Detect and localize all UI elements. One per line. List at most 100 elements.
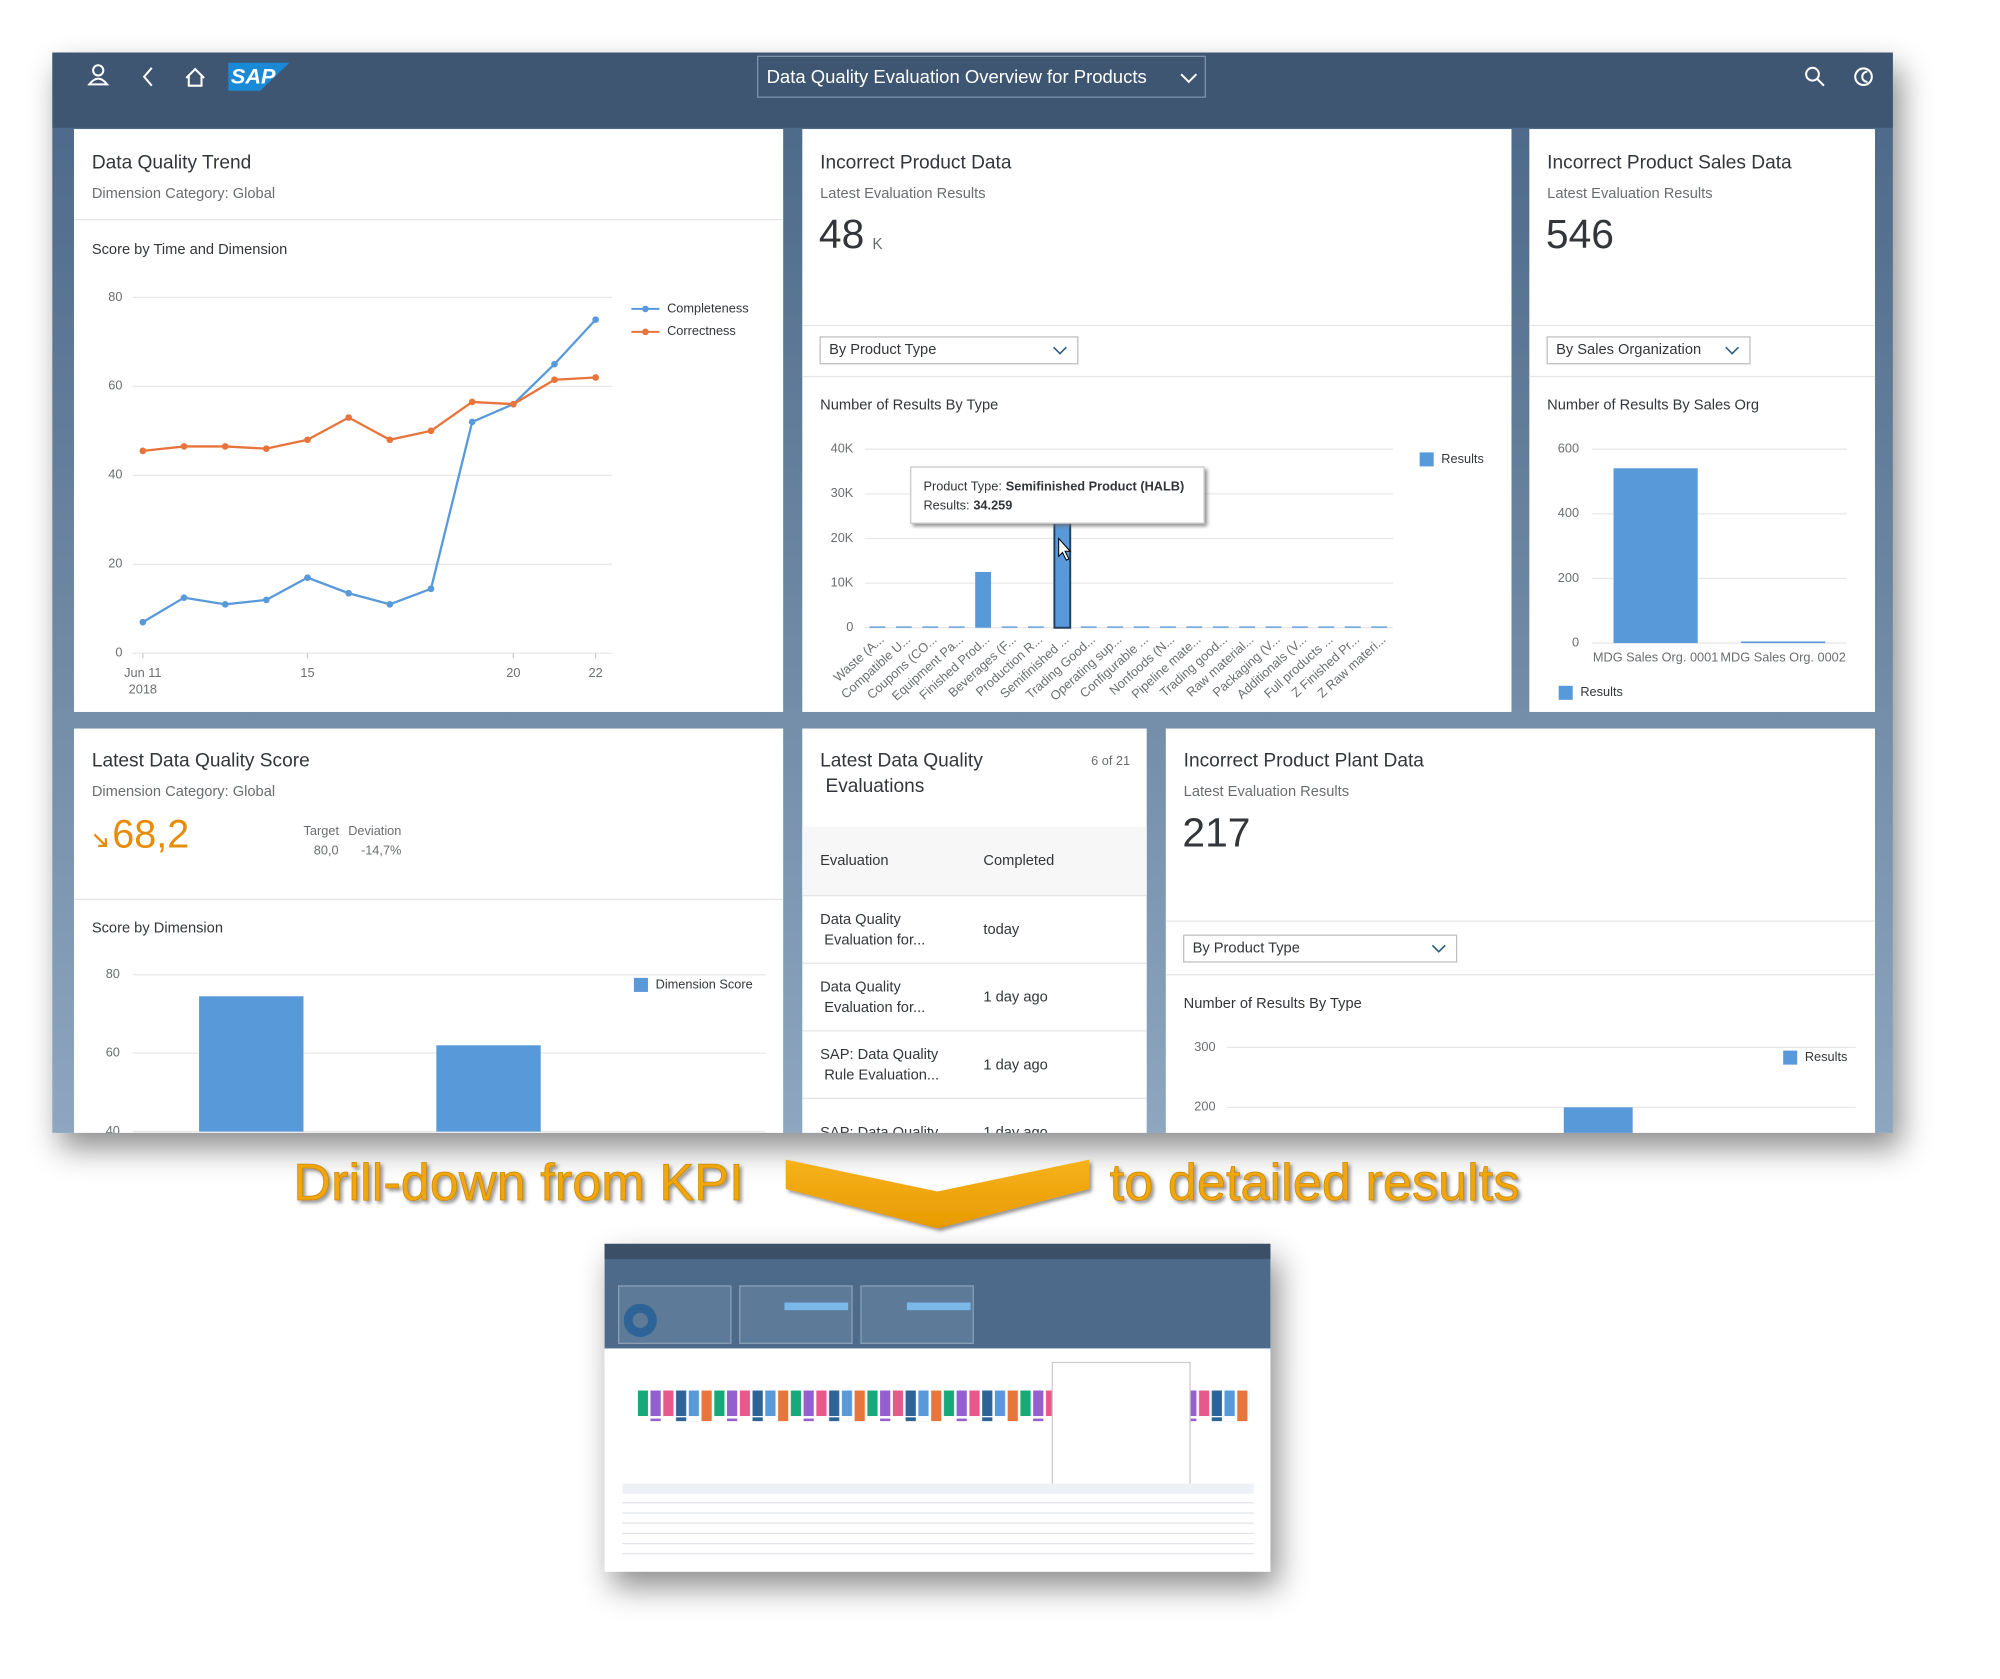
y-tick-label: 20 xyxy=(108,556,122,571)
point xyxy=(427,585,435,593)
table-body: Data Quality Evaluation for... today Data … xyxy=(802,894,1147,1141)
chart-title: Number of Results By Type xyxy=(1184,996,1362,1012)
chart-title: Number of Results By Sales Org xyxy=(1547,398,1759,414)
legend-swatch xyxy=(633,977,648,992)
table-cell: today xyxy=(983,922,1020,938)
chart-title: Score by Time and Dimension xyxy=(92,242,288,258)
y-tick-label: 40 xyxy=(108,467,122,482)
card-title: Incorrect Product Sales Data xyxy=(1547,153,1792,174)
card xyxy=(802,129,1512,712)
app-title[interactable]: Data Quality Evaluation Overview for Pro… xyxy=(767,66,1147,87)
bar xyxy=(1133,626,1150,628)
bar xyxy=(436,1045,541,1132)
bar xyxy=(1318,626,1335,628)
bar xyxy=(1212,626,1229,628)
tooltip-value: 34.259 xyxy=(973,498,1012,513)
bar xyxy=(1741,641,1826,644)
table-cell: 1 day ago xyxy=(983,990,1047,1006)
item-count: 6 of 21 xyxy=(1091,753,1130,768)
bar xyxy=(975,571,992,628)
column-header: Completed xyxy=(983,853,1054,869)
dropdown-text[interactable]: By Product Type xyxy=(1193,940,1300,956)
drill-arrow xyxy=(785,1159,1090,1229)
bar xyxy=(1001,626,1018,628)
point xyxy=(510,400,517,408)
card-title: Data Quality Trend xyxy=(92,153,251,174)
table-cell: 1 day ago xyxy=(983,1125,1047,1141)
y-tick-label: 0 xyxy=(1572,634,1579,649)
point xyxy=(386,436,394,444)
bar xyxy=(1344,626,1361,628)
thumbnail-shellbar xyxy=(604,1243,1271,1260)
line xyxy=(142,376,596,453)
point xyxy=(304,574,311,581)
tooltip-box xyxy=(910,466,1205,524)
legend-swatch xyxy=(1419,452,1434,467)
point xyxy=(592,316,599,323)
chevron xyxy=(1180,73,1198,84)
cursor xyxy=(1058,537,1072,561)
x-tick-label: 15 xyxy=(300,665,314,680)
card xyxy=(73,728,784,1133)
trend-arrow xyxy=(93,833,108,848)
bar xyxy=(199,996,304,1132)
point xyxy=(468,398,476,406)
point xyxy=(386,601,394,608)
legend-label: Completeness xyxy=(667,300,749,315)
target-label: Target xyxy=(304,823,340,838)
y-tick-label: 20K xyxy=(831,530,854,545)
bar xyxy=(1371,626,1388,628)
y-tick-label: 400 xyxy=(1558,505,1579,520)
bar xyxy=(1107,626,1124,628)
bar xyxy=(1027,626,1044,628)
thumbnail-bar xyxy=(784,1302,849,1311)
legend-label: Results xyxy=(1805,1049,1848,1064)
kpi-value: 217 xyxy=(1182,809,1250,855)
dropdown-text[interactable]: By Sales Organization xyxy=(1556,342,1701,358)
chevron xyxy=(1725,346,1740,355)
bar xyxy=(1563,1107,1633,1133)
bar xyxy=(1080,626,1097,628)
bar xyxy=(1292,626,1308,628)
table-header xyxy=(802,826,1147,896)
bar xyxy=(1186,626,1203,628)
point xyxy=(592,374,599,381)
point xyxy=(468,418,476,426)
thumbnail-table-header xyxy=(622,1483,1254,1494)
kpi-value: 68,2 xyxy=(112,812,189,856)
table-cell: 1 day ago xyxy=(983,1057,1047,1073)
dropdown[interactable] xyxy=(819,336,1079,365)
target-value: 80,0 xyxy=(314,842,339,857)
tooltip-key: Product Type: xyxy=(923,479,1001,494)
charts: Score by Time and Dimension 0 20 40 60 80 Jun … xyxy=(92,242,1856,1133)
deviation-label: Deviation xyxy=(348,823,401,838)
dropdown-text[interactable]: By Product Type xyxy=(829,342,936,358)
thumbnail-card xyxy=(860,1285,974,1344)
bar xyxy=(1265,626,1282,628)
card-title: Latest Data Quality Evaluations xyxy=(820,751,983,798)
bar xyxy=(1613,468,1698,644)
app-title-box[interactable] xyxy=(757,55,1206,98)
caption: Drill-down from KPI xyxy=(293,1154,743,1212)
shell-bar xyxy=(52,52,1893,128)
point xyxy=(345,589,352,597)
card xyxy=(1165,728,1875,1133)
tooltip-key: Results: xyxy=(923,498,969,513)
card xyxy=(73,129,784,712)
legend-label: Dimension Score xyxy=(656,976,753,991)
deviation-value: -14,7% xyxy=(361,842,401,857)
legend-swatch xyxy=(1783,1050,1798,1065)
y-tick-label: 60 xyxy=(108,378,122,393)
card-title: Incorrect Product Plant Data xyxy=(1184,751,1425,772)
dropdown[interactable] xyxy=(1183,934,1458,963)
point xyxy=(139,447,147,455)
tooltip-line: Results: 34.259 xyxy=(923,498,1012,513)
point xyxy=(263,445,270,452)
y-tick-label: 0 xyxy=(846,619,853,634)
point xyxy=(180,594,188,601)
chart-title: Number of Results By Type xyxy=(820,398,998,414)
point xyxy=(304,436,311,444)
legend-label: Correctness xyxy=(667,323,736,338)
dropdown[interactable] xyxy=(1546,336,1751,365)
